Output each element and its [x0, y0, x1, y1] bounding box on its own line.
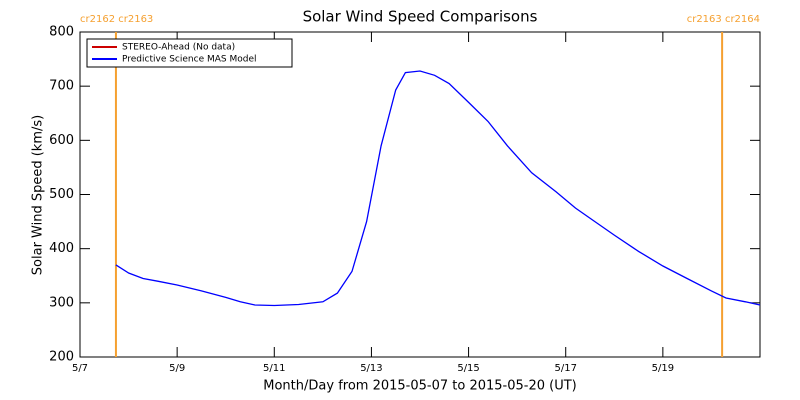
legend-label: STEREO-Ahead (No data)	[122, 43, 235, 53]
y-tick-label: 500	[49, 187, 74, 202]
y-tick-label: 600	[49, 133, 74, 148]
y-tick-label: 800	[49, 25, 74, 40]
x-axis-label: Month/Day from 2015-05-07 to 2015-05-20 …	[263, 379, 576, 394]
carrington-label: cr2163 cr2164	[687, 14, 760, 25]
series-line	[115, 70, 761, 307]
x-tick-label: 5/7	[72, 363, 88, 374]
x-tick-label: 5/9	[169, 363, 185, 374]
legend-box	[86, 38, 293, 68]
chart-title: Solar Wind Speed Comparisons	[303, 8, 538, 26]
plot-frame	[79, 31, 761, 358]
y-tick-label: 300	[49, 295, 74, 310]
y-tick-label: 200	[49, 350, 74, 365]
y-axis-label: Solar Wind Speed (km/s)	[31, 115, 46, 275]
legend-label: Predictive Science MAS Model	[122, 55, 257, 65]
x-tick-label: 5/17	[554, 363, 576, 374]
x-tick-label: 5/15	[457, 363, 479, 374]
x-tick-label: 5/19	[652, 363, 674, 374]
x-tick-label: 5/11	[263, 363, 285, 374]
y-tick-label: 400	[49, 241, 74, 256]
x-tick-label: 5/13	[360, 363, 382, 374]
carrington-label: cr2162 cr2163	[80, 14, 153, 25]
y-tick-label: 700	[49, 79, 74, 94]
